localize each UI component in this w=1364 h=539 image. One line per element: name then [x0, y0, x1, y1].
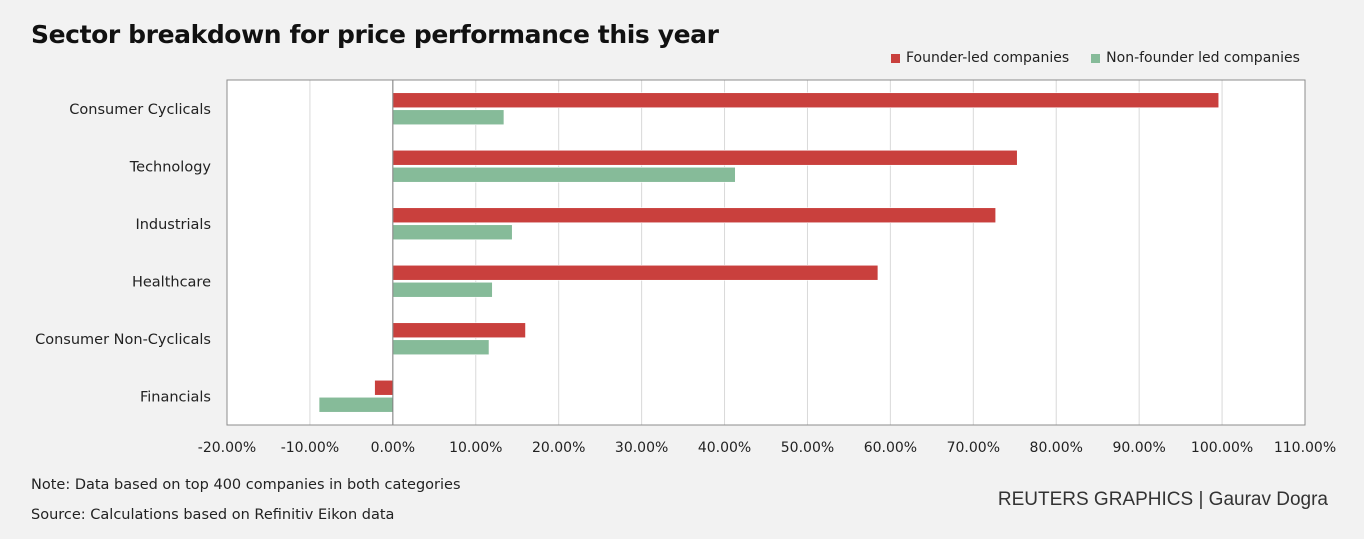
non-founder-bar — [392, 281, 493, 298]
category-label: Technology — [129, 159, 212, 175]
category-label: Consumer Cyclicals — [69, 102, 211, 118]
founder-bar — [392, 322, 526, 339]
bar-chart: -20.00% -10.00% 0.00% 10.00% 20.00% 30.00% 40.… — [35, 79, 1336, 456]
legend-label-non-founder: Non-founder led companies — [1106, 50, 1300, 66]
gridlines — [309, 80, 1223, 425]
footnote: Note: Data based on top 400 companies in… — [31, 477, 461, 493]
non-founder-bar — [392, 166, 736, 183]
x-tick-label: 110.00% — [1274, 440, 1336, 456]
x-tick-label: 60.00% — [864, 440, 917, 456]
x-tick-label: 30.00% — [615, 440, 668, 456]
x-tick-label: 0.00% — [371, 440, 415, 456]
legend: Founder-led companies Non-founder led co… — [891, 50, 1300, 66]
x-tick-label: 80.00% — [1030, 440, 1083, 456]
legend-swatch-non-founder — [1091, 53, 1101, 63]
category-label: Consumer Non-Cyclicals — [35, 332, 211, 348]
founder-bar — [392, 207, 996, 224]
non-founder-bar — [392, 339, 490, 356]
category-label: Healthcare — [132, 274, 211, 290]
legend-swatch-founder — [891, 53, 900, 63]
legend-item-founder: Founder-led companies — [891, 50, 1069, 66]
x-tick-label: -20.00% — [198, 440, 256, 456]
x-tick-label: 50.00% — [781, 440, 834, 456]
y-axis-category-labels: Consumer Cyclicals Technology Industrials H… — [35, 102, 211, 406]
founder-bar — [392, 92, 1220, 109]
x-tick-label: -10.00% — [281, 440, 339, 456]
non-founder-bar — [392, 224, 513, 241]
legend-label-founder: Founder-led companies — [906, 50, 1070, 66]
x-tick-label: 90.00% — [1112, 440, 1165, 456]
non-founder-bar — [318, 396, 394, 413]
category-label: Financials — [140, 389, 211, 405]
chart-title: Sector breakdown for price performance t… — [31, 20, 719, 49]
x-axis-tick-labels: -20.00% -10.00% 0.00% 10.00% 20.00% 30.00% 40.… — [198, 440, 1336, 456]
category-label: Industrials — [135, 217, 211, 233]
x-tick-label: 70.00% — [947, 440, 1000, 456]
non-founder-bar — [392, 109, 505, 126]
legend-item-non-founder: Non-founder led companies — [1091, 50, 1300, 66]
x-tick-label: 20.00% — [532, 440, 585, 456]
credit-line: REUTERS GRAPHICS | Gaurav Dogra — [997, 489, 1328, 510]
founder-bar — [392, 149, 1018, 166]
x-tick-label: 40.00% — [698, 440, 751, 456]
founder-bar — [374, 379, 394, 396]
source-note: Source: Calculations based on Refinitiv … — [31, 507, 395, 523]
plot-area — [227, 80, 1305, 425]
x-tick-label: 100.00% — [1191, 440, 1253, 456]
plot-border — [226, 79, 1306, 426]
x-tick-label: 10.00% — [449, 440, 502, 456]
founder-bar — [392, 264, 879, 281]
